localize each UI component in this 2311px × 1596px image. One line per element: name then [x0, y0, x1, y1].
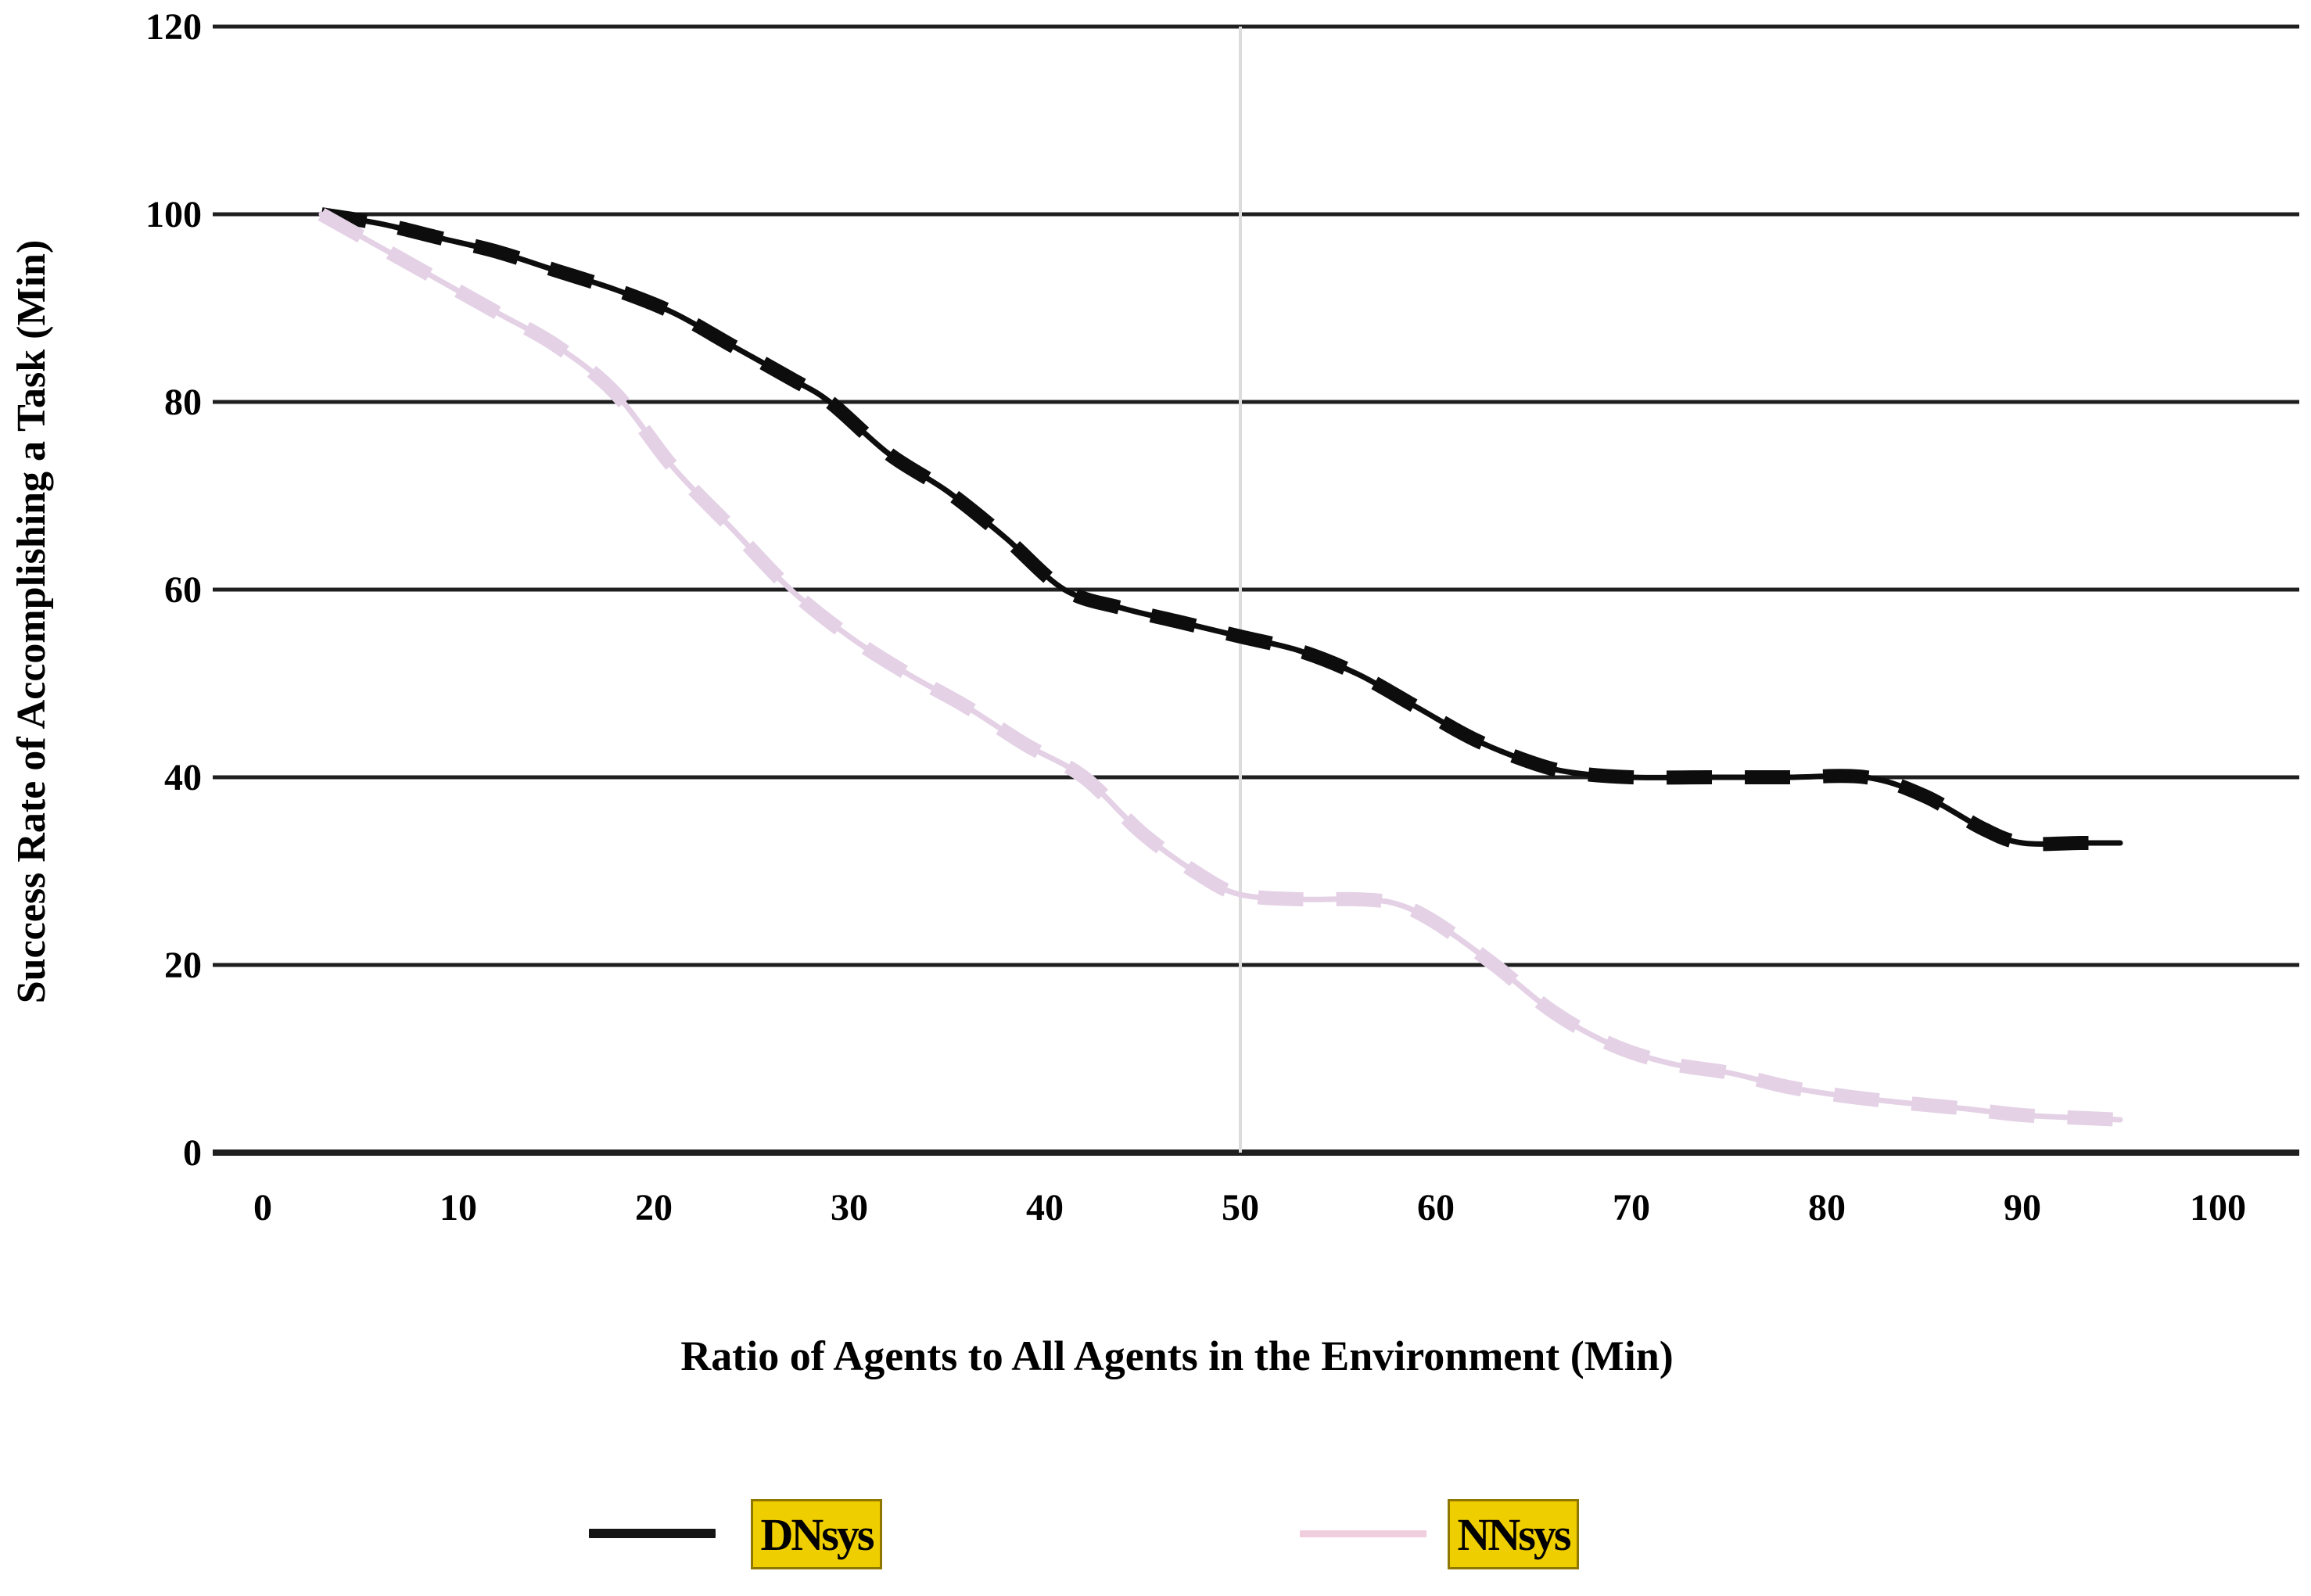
- dnsys-curve-line: [318, 211, 2123, 847]
- x-tick-label-40: 40: [1026, 1187, 1064, 1228]
- x-tick-label-50: 50: [1222, 1187, 1259, 1228]
- x-tick-label-30: 30: [831, 1187, 868, 1228]
- y-tick-label-120: 120: [145, 6, 202, 48]
- x-tick-label-80: 80: [1808, 1187, 1846, 1228]
- nnsys-curve-dashes: [318, 208, 2121, 1127]
- x-axis-tick-labels: 0 10 20 30 40 50 60 70 80 90 100: [253, 1187, 2246, 1228]
- x-tick-label-100: 100: [2190, 1187, 2246, 1228]
- nnsys-curve-line: [318, 211, 2123, 1123]
- x-tick-label-90: 90: [2004, 1187, 2041, 1228]
- y-tick-label-40: 40: [164, 757, 202, 798]
- y-tick-label-100: 100: [145, 194, 202, 235]
- y-axis-tick-labels: 0 20 40 60 80 100 120: [145, 6, 202, 1174]
- gridlines: [213, 24, 2299, 1156]
- y-axis-title: Success Rate of Accomplishing a Task (Mi…: [9, 240, 54, 1004]
- x-tick-label-0: 0: [253, 1187, 272, 1228]
- x-axis-title: Ratio of Agents to All Agents in the Env…: [680, 1332, 1674, 1379]
- y-tick-label-0: 0: [183, 1132, 202, 1174]
- y-tick-label-20: 20: [164, 945, 202, 986]
- y-tick-label-80: 80: [164, 382, 202, 423]
- x-tick-label-20: 20: [635, 1187, 673, 1228]
- x-tick-label-10: 10: [440, 1187, 477, 1228]
- x-tick-label-60: 60: [1417, 1187, 1455, 1228]
- data-curves: [318, 207, 2123, 1127]
- x-tick-label-70: 70: [1613, 1187, 1650, 1228]
- y-tick-label-60: 60: [164, 569, 202, 611]
- dnsys-curve-dashes: [320, 207, 2120, 852]
